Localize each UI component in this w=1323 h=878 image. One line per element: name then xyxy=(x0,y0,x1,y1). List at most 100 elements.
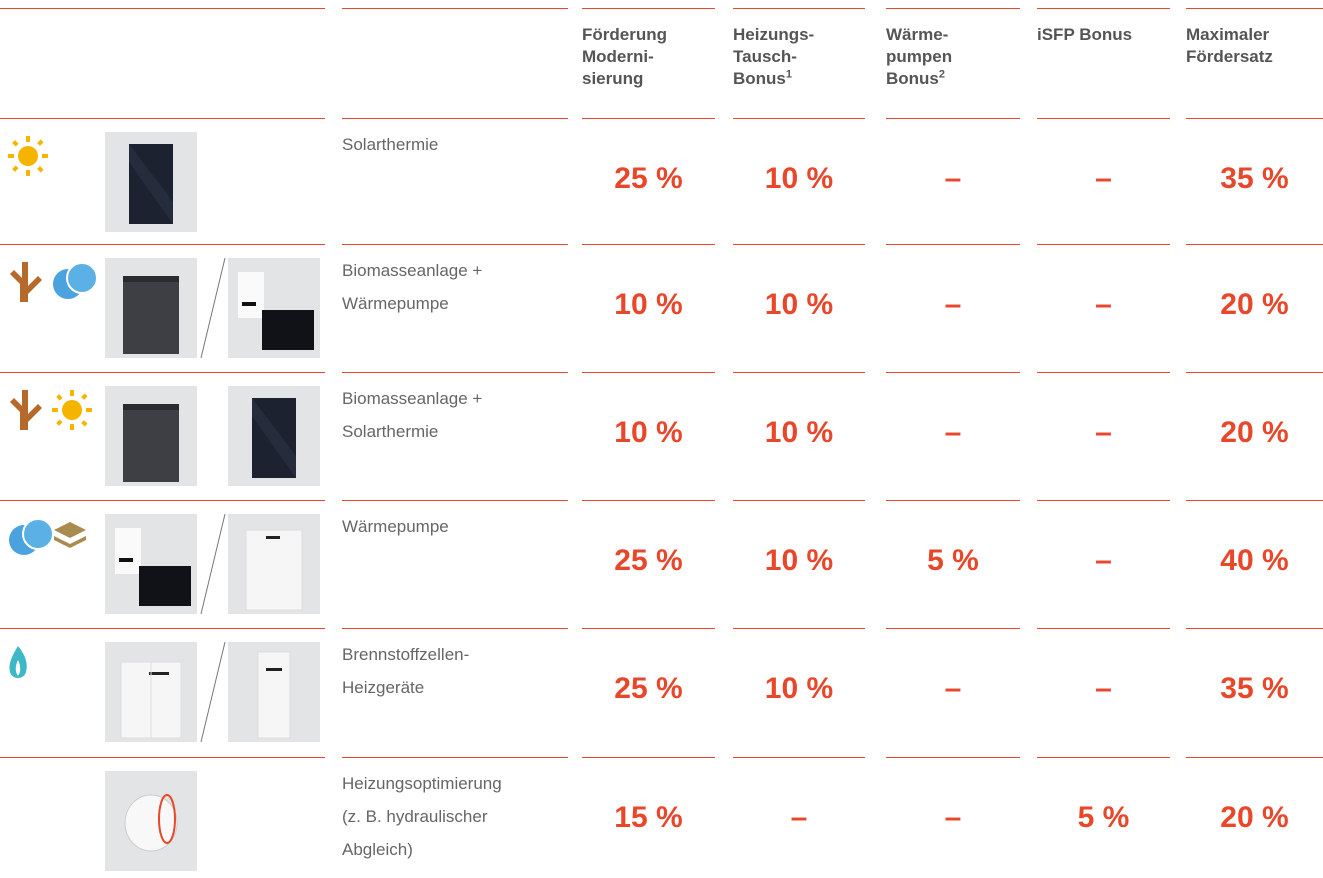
label-line: Biomasseanlage + xyxy=(342,261,482,280)
header-line: pumpen xyxy=(886,47,952,66)
product-image xyxy=(228,386,320,486)
rate-value: 20 % xyxy=(1186,288,1323,322)
rate-value: – xyxy=(733,801,865,835)
page: FörderungModerni-sierung Heizungs- Tausch-… xyxy=(0,0,1323,878)
rate-value: – xyxy=(886,288,1020,322)
footnote-mark: 1 xyxy=(786,68,792,80)
rule-line xyxy=(1186,8,1323,9)
rule-line xyxy=(342,118,568,119)
header-line: Förderung xyxy=(582,25,667,44)
slash xyxy=(197,642,228,742)
rule-line xyxy=(733,8,865,9)
row-label: Biomasseanlage + Solarthermie xyxy=(342,382,572,448)
header-line: Bonus xyxy=(886,69,939,88)
rule-line xyxy=(0,500,325,501)
rule-line xyxy=(1186,628,1323,629)
rate-value: 35 % xyxy=(1186,162,1323,196)
rule-line xyxy=(886,500,1020,501)
rule-line xyxy=(582,372,715,373)
rate-value: 35 % xyxy=(1186,672,1323,706)
label-line: Abgleich) xyxy=(342,840,413,859)
column-header: iSFP Bonus xyxy=(1037,24,1170,46)
rate-value: 25 % xyxy=(582,162,715,196)
rule-line xyxy=(1037,500,1170,501)
rule-line xyxy=(733,118,865,119)
rate-value: – xyxy=(1037,416,1170,450)
rule-line xyxy=(1186,372,1323,373)
product-image xyxy=(105,642,197,742)
rate-value: 10 % xyxy=(733,544,865,578)
rate-value: 5 % xyxy=(1037,801,1170,835)
rate-value: 10 % xyxy=(733,672,865,706)
rule-line xyxy=(0,118,325,119)
rule-line xyxy=(582,628,715,629)
label-line: Heizgeräte xyxy=(342,678,424,697)
energy-icon xyxy=(52,518,92,558)
row-label: Brennstoffzellen-Heizgeräte xyxy=(342,638,572,704)
rule-line xyxy=(733,757,865,758)
label-line: Solarthermie xyxy=(342,422,438,441)
rate-value: 15 % xyxy=(582,801,715,835)
rule-line xyxy=(0,372,325,373)
rule-line xyxy=(342,500,568,501)
rate-value: 25 % xyxy=(582,544,715,578)
header-line: sierung xyxy=(582,69,643,88)
rule-line xyxy=(582,757,715,758)
rule-line xyxy=(886,8,1020,9)
rule-line xyxy=(582,244,715,245)
row-label: Wärmepumpe xyxy=(342,510,572,543)
rule-line xyxy=(342,757,568,758)
column-header: Heizungs-Tausch-Bonus1 xyxy=(733,24,865,90)
rule-line xyxy=(1037,628,1170,629)
rate-value: 10 % xyxy=(733,288,865,322)
rule-line xyxy=(733,372,865,373)
rule-line xyxy=(886,628,1020,629)
rate-value: – xyxy=(886,162,1020,196)
rate-value: 10 % xyxy=(582,288,715,322)
rule-line xyxy=(733,628,865,629)
label-line: Heizungsoptimierung xyxy=(342,774,502,793)
product-image xyxy=(228,514,320,614)
header-line: Tausch- xyxy=(733,47,797,66)
rule-line xyxy=(1037,372,1170,373)
product-image xyxy=(105,132,197,232)
rule-line xyxy=(0,628,325,629)
rate-value: 10 % xyxy=(582,416,715,450)
energy-icon xyxy=(8,262,48,302)
rate-value: – xyxy=(886,801,1020,835)
slash xyxy=(197,258,228,358)
rate-value: 20 % xyxy=(1186,416,1323,450)
header-line: Maximaler xyxy=(1186,25,1269,44)
rule-line xyxy=(342,628,568,629)
rule-line xyxy=(0,8,325,9)
rule-line xyxy=(1186,757,1323,758)
energy-icon xyxy=(8,518,48,558)
rate-value: – xyxy=(1037,672,1170,706)
rule-line xyxy=(1037,244,1170,245)
footnote-mark: 2 xyxy=(939,68,945,80)
label-line: Biomasseanlage + xyxy=(342,389,482,408)
rate-value: 10 % xyxy=(733,416,865,450)
rate-value: 10 % xyxy=(733,162,865,196)
rule-line xyxy=(1186,500,1323,501)
header-line: Heizungs- xyxy=(733,25,814,44)
row-label: Solarthermie xyxy=(342,128,572,161)
energy-icon xyxy=(8,136,48,176)
product-image xyxy=(105,771,197,871)
product-image xyxy=(228,642,320,742)
header-line: iSFP Bonus xyxy=(1037,25,1132,44)
rule-line xyxy=(1186,244,1323,245)
rate-value: – xyxy=(886,672,1020,706)
rule-line xyxy=(0,244,325,245)
label-line: Solarthermie xyxy=(342,135,438,154)
rule-line xyxy=(342,372,568,373)
rate-value: 40 % xyxy=(1186,544,1323,578)
rule-line xyxy=(886,757,1020,758)
label-line: (z. B. hydraulischer xyxy=(342,807,488,826)
rule-line xyxy=(733,244,865,245)
row-label: Heizungsoptimierung (z. B. hydraulischer A… xyxy=(342,767,572,866)
rule-line xyxy=(886,244,1020,245)
rule-line xyxy=(1186,118,1323,119)
